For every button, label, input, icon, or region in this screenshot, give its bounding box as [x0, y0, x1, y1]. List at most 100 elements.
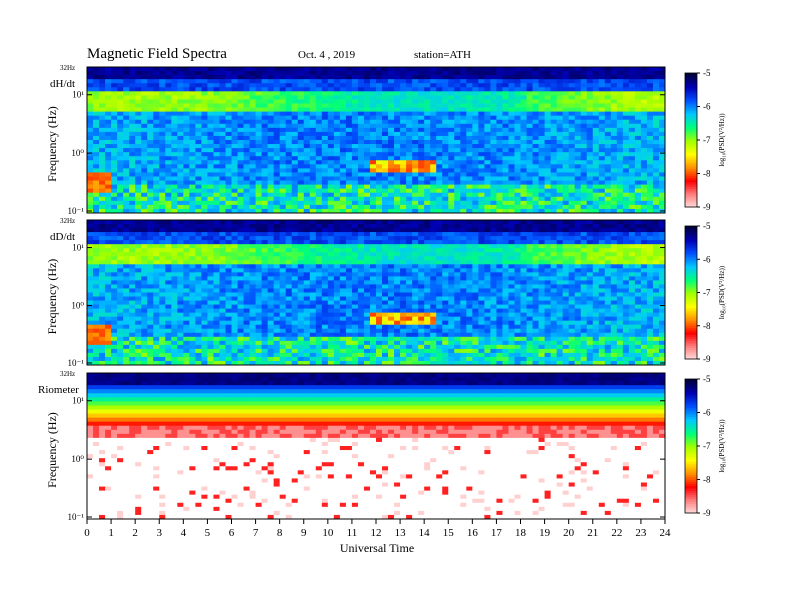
- spectrogram-cell: [255, 268, 262, 273]
- spectrogram-cell: [321, 79, 329, 84]
- spectrogram-cell: [538, 79, 545, 84]
- spectrogram-cell: [412, 79, 419, 84]
- spectrogram-cell: [628, 79, 636, 84]
- spectrogram-cell: [201, 119, 208, 125]
- spectrogram-cell: [574, 220, 582, 225]
- spectrogram-cell: [297, 188, 305, 194]
- spectrogram-cell: [111, 91, 118, 96]
- spectrogram-cell: [484, 224, 491, 229]
- spectrogram-cell: [309, 224, 317, 229]
- spectrogram-cell: [532, 168, 539, 173]
- spectrogram-cell: [658, 232, 666, 237]
- spectrogram-cell: [496, 156, 503, 161]
- spectrogram-cell: [255, 252, 262, 257]
- spectrogram-cell: [406, 268, 413, 273]
- spectrogram-cell: [183, 140, 190, 145]
- spectrogram-cell: [357, 264, 365, 269]
- spectrogram-cell: [213, 99, 220, 104]
- spectrogram-cell: [105, 276, 112, 281]
- spectrogram-cell: [93, 200, 100, 206]
- spectrogram-cell: [237, 83, 244, 88]
- spectrogram-cell: [466, 119, 473, 125]
- spectrogram-cell: [117, 164, 124, 169]
- spectrogram-cell: [418, 75, 425, 80]
- spectrogram-cell: [490, 119, 497, 125]
- spectrogram-cell: [532, 236, 539, 241]
- spectrogram-cell: [502, 111, 509, 117]
- spectrogram-cell: [267, 232, 275, 237]
- spectrogram-cell: [339, 180, 347, 186]
- spectrogram-cell: [484, 164, 491, 169]
- spectrogram-cell: [345, 168, 353, 173]
- spectrogram-cell: [556, 228, 564, 233]
- spectrogram-cell: [562, 272, 570, 277]
- spectrogram-cell: [424, 87, 431, 92]
- spectrogram-cell: [141, 208, 148, 214]
- spectrogram-cell: [285, 99, 293, 104]
- colorbar-segment: [685, 191, 697, 195]
- spectrogram-cell: [406, 200, 413, 206]
- spectrogram-cell: [153, 248, 160, 253]
- spectrogram-cell: [225, 184, 232, 190]
- spectrogram-cell: [586, 144, 594, 149]
- spectrogram-cell: [496, 107, 503, 113]
- spectrogram-cell: [580, 99, 588, 104]
- spectrogram-cell: [333, 220, 341, 225]
- spectrogram-cell: [105, 127, 112, 133]
- spectrogram-cell: [532, 164, 539, 169]
- spectrogram-cell: [309, 83, 317, 88]
- spectrogram-cell: [628, 160, 636, 165]
- spectrogram-cell: [394, 91, 401, 96]
- spectrogram-cell: [237, 200, 244, 206]
- spectrogram-cell: [207, 228, 214, 233]
- spectrogram-cell: [147, 156, 154, 161]
- spectrogram-cell: [514, 87, 521, 92]
- spectrogram-cell: [255, 111, 262, 117]
- spectrogram-cell: [333, 131, 341, 137]
- spectrogram-cell: [225, 111, 232, 117]
- spectrogram-cell: [616, 276, 624, 281]
- spectrogram-cell: [418, 232, 425, 237]
- spectrogram-cell: [171, 67, 178, 72]
- spectrogram-cell: [99, 83, 106, 88]
- spectrogram-cell: [430, 131, 437, 137]
- spectrogram-cell: [484, 75, 491, 80]
- spectrogram-cell: [369, 188, 377, 194]
- spectrogram-cell: [538, 119, 545, 125]
- spectrogram-cell: [345, 140, 353, 145]
- spectrogram-cell: [195, 87, 202, 92]
- spectrogram-cell: [297, 115, 305, 121]
- spectrogram-cell: [303, 184, 311, 190]
- spectrogram-cell: [478, 224, 485, 229]
- spectrogram-cell: [291, 148, 299, 153]
- spectrogram-cell: [171, 148, 178, 153]
- spectrogram-cell: [273, 144, 281, 149]
- spectrogram-cell: [562, 75, 570, 80]
- spectrogram-cell: [285, 83, 293, 88]
- spectrogram-cell: [135, 75, 142, 80]
- spectrogram-cell: [333, 180, 341, 186]
- spectrogram-cell: [610, 156, 618, 161]
- spectrogram-cell: [339, 79, 347, 84]
- spectrogram-cell: [460, 252, 467, 257]
- spectrogram-cell: [514, 119, 521, 125]
- spectrogram-cell: [496, 140, 503, 145]
- spectrogram-cell: [315, 111, 323, 117]
- spectrogram-cell: [93, 176, 100, 181]
- spectrogram-cell: [454, 83, 461, 88]
- spectrogram-cell: [508, 208, 515, 214]
- spectrogram-cell: [436, 168, 443, 173]
- spectrogram-cell: [406, 172, 413, 177]
- spectrogram-cell: [574, 140, 582, 145]
- spectrogram-cell: [129, 140, 136, 145]
- spectrogram-cell: [658, 75, 666, 80]
- spectrogram-cell: [418, 71, 425, 76]
- spectrogram-cell: [195, 268, 202, 273]
- spectrogram-cell: [111, 135, 118, 141]
- spectrogram-cell: [412, 256, 419, 261]
- spectrogram-cell: [267, 71, 275, 76]
- spectrogram-cell: [550, 131, 558, 137]
- spectrogram-cell: [309, 268, 317, 273]
- spectrogram-cell: [520, 140, 527, 145]
- spectrogram-cell: [261, 200, 269, 206]
